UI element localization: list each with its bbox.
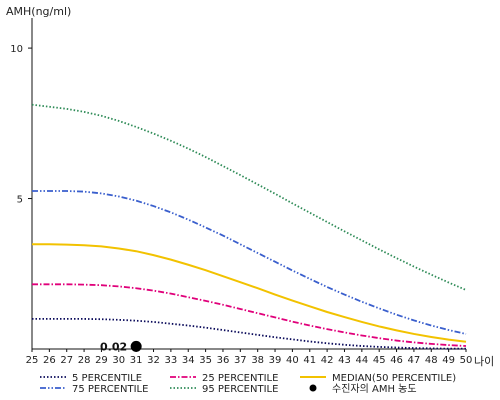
patient-amh-value: 0.02: [100, 340, 127, 353]
legend-label-5: 95 PERCENTILE: [202, 384, 278, 395]
series-line-1: [32, 318, 466, 350]
patient-point-group: 0.02: [100, 340, 142, 353]
series-line-5: [31, 103, 467, 291]
patient-amh-point: [130, 340, 142, 352]
y-tick-label: 5: [17, 195, 23, 206]
x-tick-label: 29: [95, 355, 108, 366]
x-tick-label: 49: [442, 355, 455, 366]
series-lines: [31, 103, 467, 350]
x-tick-label: 36: [217, 355, 230, 366]
x-tick-label: 46: [390, 355, 403, 366]
x-axis-label: 나이: [474, 355, 494, 368]
x-tick-label: 48: [425, 355, 438, 366]
x-tick-label: 34: [182, 355, 195, 366]
x-tick-label: 25: [26, 355, 39, 366]
x-tick-label: 47: [408, 355, 421, 366]
legend-label-4: 75 PERCENTILE: [72, 384, 148, 395]
y-ticks: 5 10: [10, 44, 32, 206]
x-tick-label: 42: [321, 355, 334, 366]
x-tick-label: 44: [355, 355, 368, 366]
legend: 5 PERCENTILE 25 PERCENTILE MEDIAN(50 PERCE…: [40, 373, 456, 395]
legend-patient-marker: [309, 384, 317, 392]
x-tick-label: 38: [251, 355, 264, 366]
x-tick-label: 28: [78, 355, 91, 366]
series-line-4: [32, 190, 467, 335]
x-tick-label: 40: [286, 355, 299, 366]
x-tick-label: 41: [303, 355, 316, 366]
x-tick-label: 27: [60, 355, 73, 366]
legend-label-3: MEDIAN(50 PERCENTILE): [332, 373, 456, 384]
series-line-3: [32, 243, 467, 343]
x-tick-label: 45: [373, 355, 386, 366]
y-tick-label: 10: [10, 44, 23, 55]
x-tick-label: 33: [165, 355, 178, 366]
legend-patient-label: 수진자의 AMH 농도: [332, 383, 417, 395]
x-tick-label: 35: [199, 355, 212, 366]
series-line-2: [32, 283, 467, 347]
x-tick-label: 26: [43, 355, 56, 366]
legend-label-2: 25 PERCENTILE: [202, 373, 278, 384]
x-tick-label: 50: [460, 355, 473, 366]
x-tick-label: 43: [338, 355, 351, 366]
x-tick-label: 30: [112, 355, 125, 366]
x-tick-label: 39: [269, 355, 282, 366]
x-tick-label: 37: [234, 355, 247, 366]
legend-label-1: 5 PERCENTILE: [72, 373, 142, 384]
x-tick-label: 32: [147, 355, 160, 366]
x-tick-label: 31: [130, 355, 143, 366]
y-axis-label: AMH(ng/ml): [6, 5, 71, 18]
x-ticks: 25 26 27 28 29 30 31 32 33 34 35 36 37 38 39 40 41 42 43 44…: [26, 349, 473, 366]
